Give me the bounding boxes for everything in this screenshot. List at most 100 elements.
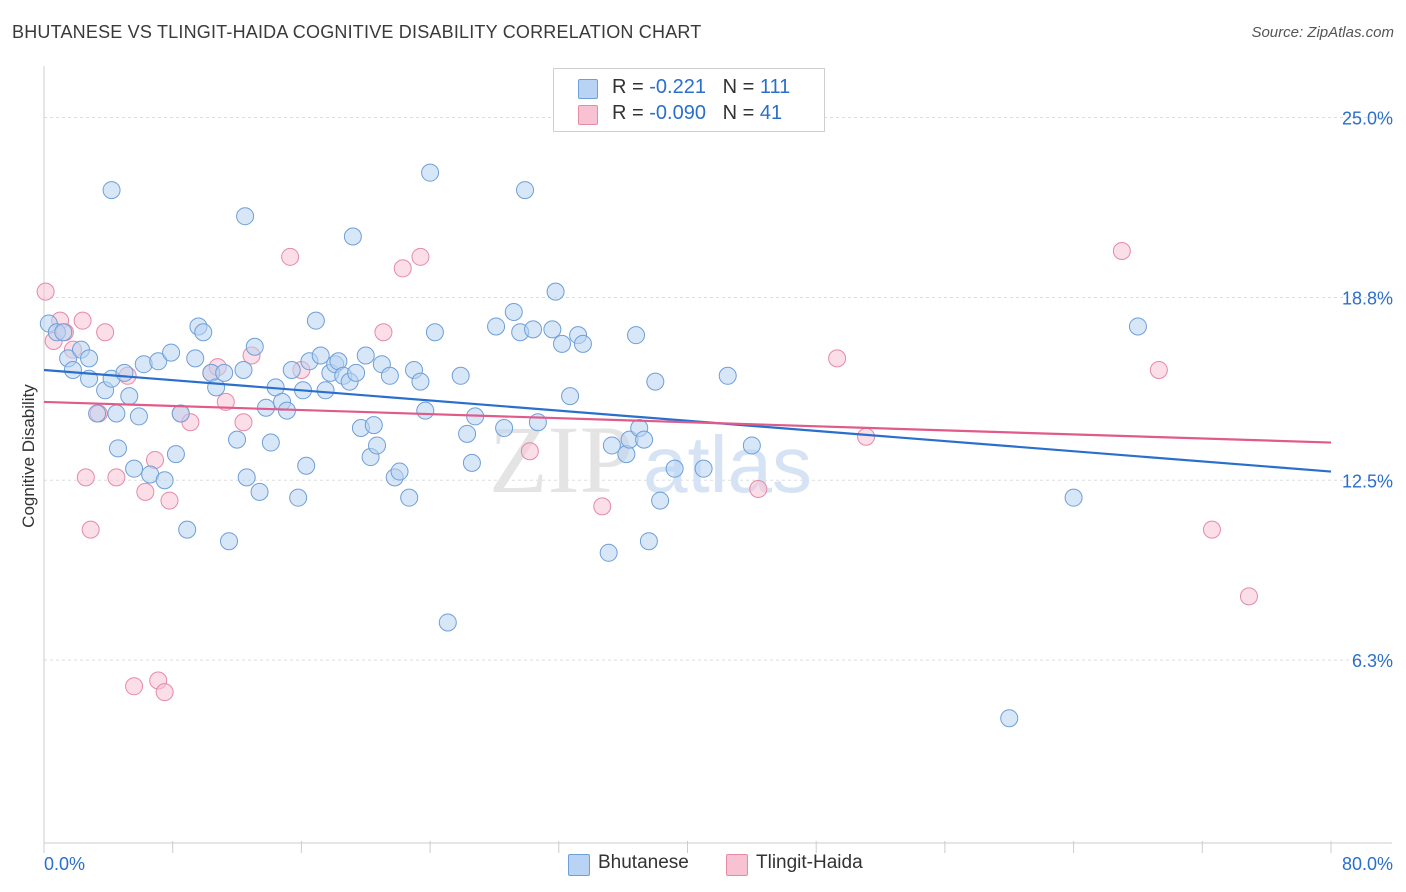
bhutanese-point-36 bbox=[236, 207, 255, 226]
legend-swatch-bhutanese bbox=[568, 854, 590, 876]
bhutanese-point-98 bbox=[635, 430, 654, 449]
bhutanese-point-60 bbox=[356, 346, 375, 365]
bhutanese-point-33 bbox=[228, 430, 247, 449]
bhutanese-point-31 bbox=[215, 363, 234, 382]
bhutanese-point-6 bbox=[80, 349, 99, 368]
bhutanese-point-93 bbox=[599, 543, 618, 562]
bhutanese-point-28 bbox=[194, 323, 213, 342]
bhutanese-point-24 bbox=[171, 404, 190, 423]
tlingit-haida-point-31 bbox=[593, 497, 612, 516]
bhutanese-point-44 bbox=[282, 360, 301, 379]
bhutanese-point-10 bbox=[107, 404, 126, 423]
bhutanese-point-21 bbox=[155, 471, 174, 490]
bhutanese-point-58 bbox=[347, 363, 366, 382]
tlingit-haida-point-38 bbox=[1239, 587, 1258, 606]
legend-n-value: 111 bbox=[759, 76, 791, 98]
bhutanese-point-65 bbox=[380, 366, 399, 385]
tlingit-haida-point-12 bbox=[125, 677, 144, 696]
bhutanese-point-71 bbox=[416, 401, 435, 420]
series-legend: Bhutanese Tlingit-Haida bbox=[0, 852, 1406, 876]
bhutanese-point-22 bbox=[162, 343, 181, 362]
bhutanese-point-105 bbox=[742, 436, 761, 455]
legend-n-value: 41 bbox=[759, 102, 783, 124]
bhutanese-point-37 bbox=[245, 337, 264, 356]
legend-label-tlingit-haida: Tlingit-Haida bbox=[756, 852, 863, 873]
bhutanese-point-83 bbox=[516, 181, 535, 200]
axes bbox=[43, 66, 1392, 853]
bhutanese-point-103 bbox=[694, 459, 713, 478]
bhutanese-point-80 bbox=[495, 419, 514, 438]
bhutanese-point-79 bbox=[487, 317, 506, 336]
bhutanese-point-16 bbox=[125, 459, 144, 478]
y-tick-labels: 6.3% 12.5% 18.8% 25.0% bbox=[1342, 109, 1393, 672]
trendline-bhutanese bbox=[43, 368, 1332, 473]
tlingit-haida-point-6 bbox=[76, 468, 95, 487]
bhutanese-point-18 bbox=[134, 355, 153, 374]
legend-n-label: N = bbox=[722, 102, 755, 124]
series-bhutanese bbox=[39, 163, 1147, 728]
bhutanese-point-35 bbox=[237, 468, 256, 487]
bhutanese-point-4 bbox=[63, 360, 82, 379]
legend-n-label: N = bbox=[722, 76, 755, 98]
tlingit-haida-point-35 bbox=[1112, 242, 1131, 261]
bhutanese-point-81 bbox=[504, 302, 523, 321]
tlingit-haida-point-10 bbox=[107, 468, 126, 487]
bhutanese-point-47 bbox=[297, 456, 316, 475]
bhutanese-point-70 bbox=[411, 372, 430, 391]
bhutanese-point-38 bbox=[250, 482, 269, 501]
bhutanese-point-87 bbox=[546, 282, 565, 301]
tlingit-haida-point-32 bbox=[749, 479, 768, 498]
bhutanese-point-104 bbox=[718, 366, 737, 385]
bhutanese-point-84 bbox=[524, 320, 543, 339]
bhutanese-point-108 bbox=[1000, 709, 1019, 728]
bhutanese-point-17 bbox=[129, 407, 148, 426]
bhutanese-point-23 bbox=[166, 445, 185, 464]
bhutanese-point-107 bbox=[1128, 317, 1147, 336]
bhutanese-point-96 bbox=[627, 326, 646, 345]
bhutanese-point-74 bbox=[438, 613, 457, 632]
bhutanese-point-63 bbox=[368, 436, 387, 455]
tlingit-haida-point-9 bbox=[96, 323, 115, 342]
bhutanese-point-14 bbox=[120, 387, 139, 406]
trendline-tlingit-haida bbox=[43, 400, 1332, 444]
tlingit-haida-point-5 bbox=[73, 311, 92, 330]
bhutanese-point-13 bbox=[115, 363, 134, 382]
x-tick-labels: 0.0% 80.0% bbox=[44, 854, 1393, 874]
bhutanese-point-76 bbox=[458, 424, 477, 443]
tlingit-haida-point-27 bbox=[374, 323, 393, 342]
watermark-zip: ZIP bbox=[489, 406, 633, 513]
bhutanese-point-106 bbox=[1064, 488, 1083, 507]
bhutanese-point-34 bbox=[234, 360, 253, 379]
bhutanese-point-62 bbox=[364, 416, 383, 435]
bhutanese-point-72 bbox=[421, 163, 440, 182]
legend-r-label: R = bbox=[612, 76, 644, 98]
x-tick-label-1: 80.0% bbox=[1342, 854, 1393, 874]
legend-r-label: R = bbox=[612, 102, 644, 124]
bhutanese-point-89 bbox=[561, 387, 580, 406]
legend-label-bhutanese: Bhutanese bbox=[598, 852, 689, 873]
tlingit-haida-point-25 bbox=[281, 247, 300, 266]
stats-legend: R = -0.221 N = 111 R = -0.090 N = 41 bbox=[553, 68, 825, 132]
bhutanese-point-92 bbox=[602, 436, 621, 455]
tlingit-haida-point-34 bbox=[857, 427, 876, 446]
legend-swatch-bhutanese bbox=[578, 79, 598, 99]
x-tick-label-0: 0.0% bbox=[44, 854, 85, 874]
bhutanese-point-73 bbox=[425, 323, 444, 342]
y-tick-label-0: 6.3% bbox=[1352, 651, 1393, 671]
bhutanese-point-40 bbox=[261, 433, 280, 452]
bhutanese-point-86 bbox=[543, 320, 562, 339]
tlingit-haida-point-13 bbox=[136, 482, 155, 501]
bhutanese-point-67 bbox=[390, 462, 409, 481]
bhutanese-point-88 bbox=[553, 334, 572, 353]
y-tick-label-1: 12.5% bbox=[1342, 471, 1393, 491]
y-tick-label-2: 18.8% bbox=[1342, 288, 1393, 308]
bhutanese-point-8 bbox=[88, 404, 107, 423]
bhutanese-point-50 bbox=[311, 346, 330, 365]
bhutanese-point-100 bbox=[646, 372, 665, 391]
legend-r-value: -0.090 bbox=[649, 102, 706, 124]
bhutanese-point-20 bbox=[149, 352, 168, 371]
bhutanese-point-75 bbox=[451, 366, 470, 385]
tlingit-haida-point-7 bbox=[81, 520, 100, 539]
legend-swatch-tlingit-haida bbox=[578, 105, 598, 125]
